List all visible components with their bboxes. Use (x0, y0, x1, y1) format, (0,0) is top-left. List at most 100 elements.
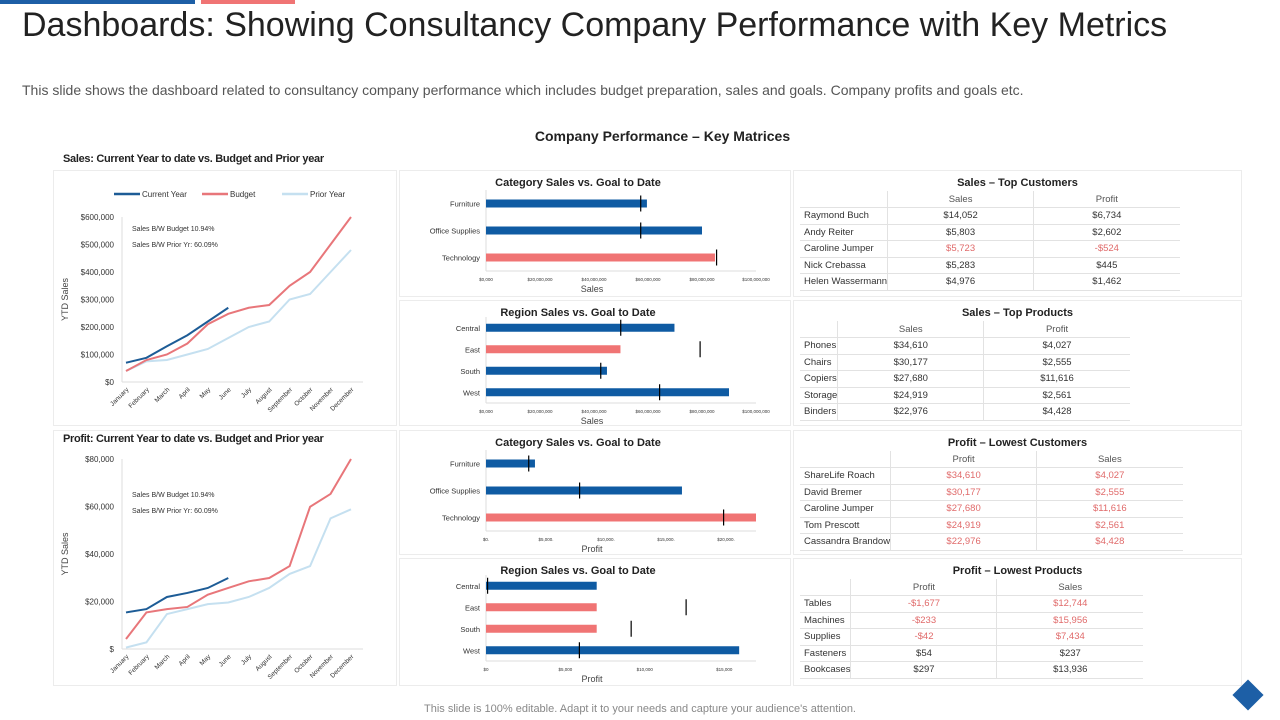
chart-title: Category Sales vs. Goal to Date (495, 437, 661, 449)
x-tick-label: $0 (483, 667, 489, 672)
top-customers-panel: Sales – Top Customers Sales Profit Raymond … (793, 170, 1242, 297)
x-tick-label: $60,000,000 (635, 277, 661, 282)
column-header: Profit (1033, 191, 1180, 208)
row-label: David Bremer (800, 484, 891, 501)
series-line-budget (125, 458, 352, 640)
footer-note: This slide is 100% editable. Adapt it to… (424, 703, 856, 715)
table-cell: $30,177 (837, 354, 984, 371)
x-tick-label: May (199, 653, 213, 667)
row-label: Fasteners (800, 645, 851, 662)
x-tick-label: June (218, 386, 233, 401)
x-axis-label: Profit (581, 674, 603, 684)
y-tick-label: $40,000 (85, 550, 114, 559)
data-table: Profit Sales Tables -$1,677 $12,744 Machines -… (800, 579, 1143, 679)
x-tick-label: August (254, 653, 273, 672)
category-label: East (465, 345, 481, 354)
x-tick-label: April (178, 653, 193, 668)
row-label: Phones (800, 337, 838, 355)
lowest-products-panel: Profit – Lowest Products Profit Sales Table… (793, 558, 1242, 686)
table-cell: $5,283 (887, 257, 1034, 274)
table-cell: $5,723 (887, 240, 1034, 258)
table-header-row: Profit Sales (800, 451, 1183, 468)
x-axis-label: Sales (581, 284, 604, 294)
row-label: Supplies (800, 628, 851, 646)
table-cell: $2,555 (1036, 484, 1183, 501)
x-tick-label: $100,000,000 (742, 277, 770, 282)
y-tick-label: $600,000 (81, 213, 115, 222)
table-cell: $11,616 (983, 370, 1130, 388)
bar (486, 226, 702, 235)
table-row: Bookcases $297 $13,936 (800, 661, 1143, 679)
column-header: Profit (890, 451, 1037, 468)
category-sales-chart: Category Sales vs. Goal to Date $0,000 $20… (399, 170, 791, 297)
x-tick-label: $5,000 (559, 667, 573, 672)
page-subtitle: This slide shows the dashboard related t… (22, 82, 1024, 98)
category-profit-chart: Category Sales vs. Goal to Date $0. $5,000… (399, 430, 791, 555)
row-label: Bookcases (800, 661, 851, 679)
sales-line-chart: $0 $100,000 $200,000 $300,000 $400,000 $500,0… (53, 170, 397, 426)
x-tick-label: $0. (483, 537, 489, 542)
column-header: Sales (837, 321, 984, 338)
x-tick-label: March (154, 386, 172, 404)
category-label: Central (456, 582, 481, 591)
x-tick-label: July (240, 653, 254, 667)
column-header: Sales (1036, 451, 1183, 468)
table-cell: $1,462 (1033, 273, 1180, 291)
x-tick-label: $20,000,000 (527, 409, 553, 414)
table-cell: $6,734 (1033, 207, 1180, 225)
y-tick-label: $0 (105, 378, 114, 387)
table-cell: $2,555 (983, 354, 1130, 371)
y-tick-label: $60,000 (85, 503, 114, 512)
x-tick-label: $80,000,000 (689, 277, 715, 282)
category-label: Furniture (450, 460, 480, 469)
y-axis-label: YTD Sales (60, 277, 70, 321)
column-header: Sales (887, 191, 1034, 208)
table-cell: $4,027 (983, 337, 1130, 355)
table-row: Tables -$1,677 $12,744 (800, 595, 1143, 613)
bar (486, 581, 597, 590)
table-cell: $22,976 (890, 533, 1037, 551)
table-cell: $11,616 (1036, 500, 1183, 518)
legend-label: Current Year (142, 190, 187, 199)
x-axis-label: Sales (581, 416, 604, 426)
row-label: Cassandra Brandow (800, 533, 891, 551)
column-header: Profit (983, 321, 1130, 338)
bar (486, 603, 597, 612)
series-line-budget (125, 216, 352, 372)
bar (486, 624, 597, 633)
x-tick-label: July (240, 386, 254, 400)
table-title: Sales – Top Customers (957, 177, 1078, 189)
table-row: David Bremer $30,177 $2,555 (800, 484, 1183, 501)
table-row: Chairs $30,177 $2,555 (800, 354, 1130, 371)
table-row: Binders $22,976 $4,428 (800, 403, 1130, 421)
table-cell: $7,434 (996, 628, 1143, 646)
row-label: Caroline Jumper (800, 500, 891, 518)
x-tick-label: February (128, 653, 152, 677)
category-label: Technology (442, 254, 480, 263)
x-tick-label: August (254, 386, 273, 405)
table-cell: -$1,677 (850, 595, 997, 613)
x-tick-label: February (128, 386, 152, 410)
table-cell: $2,561 (1036, 517, 1183, 534)
bar (486, 345, 621, 354)
category-label: Technology (442, 514, 480, 523)
row-label: Binders (800, 403, 838, 421)
bar (486, 388, 729, 397)
accent-bar-red (201, 0, 295, 4)
bar (486, 323, 675, 332)
series-line-current-year (125, 577, 229, 614)
category-label: Office Supplies (430, 227, 481, 236)
x-tick-label: $10,000. (597, 537, 615, 542)
table-cell: $27,680 (837, 370, 984, 388)
row-label: Helen Wassermann (800, 273, 888, 291)
y-tick-label: $500,000 (81, 241, 115, 250)
table-cell: $445 (1033, 257, 1180, 274)
category-label: West (463, 388, 481, 397)
x-tick-label: $15,000. (657, 537, 675, 542)
profit-line-chart: Profit: Current Year to date vs. Budget … (53, 430, 397, 686)
chart-title: Region Sales vs. Goal to Date (500, 307, 655, 319)
table-row: Nick Crebassa $5,283 $445 (800, 257, 1180, 274)
row-label: ShareLife Roach (800, 467, 891, 485)
x-tick-label: $0,000 (479, 409, 493, 414)
x-tick-label: March (154, 653, 172, 671)
